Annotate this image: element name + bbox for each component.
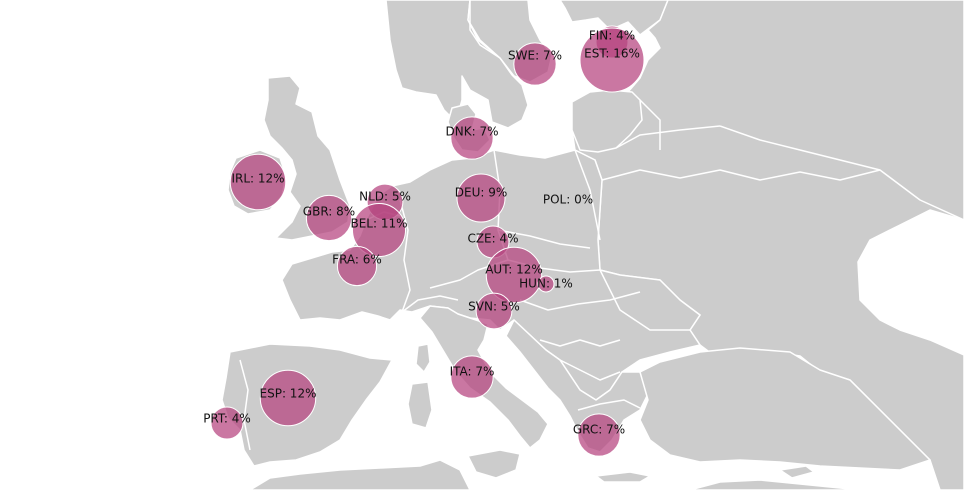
border-france-switzerland xyxy=(401,295,459,313)
label-fra: FRA: 6% xyxy=(332,253,382,267)
bubble-hun[interactable] xyxy=(537,275,555,293)
border-norway-sweden xyxy=(469,0,501,59)
bubble-bel[interactable] xyxy=(351,202,407,258)
bubble-aut[interactable] xyxy=(485,246,543,304)
label-grc: GRC: 7% xyxy=(573,423,625,437)
bubble-irl[interactable] xyxy=(229,153,287,211)
border-poland-east xyxy=(574,149,601,241)
bubble-ita[interactable] xyxy=(450,355,494,399)
label-ita: ITA: 7% xyxy=(450,365,495,379)
label-dnk: DNK: 7% xyxy=(446,125,499,139)
label-aut: AUT: 12% xyxy=(485,263,543,277)
land-finland xyxy=(559,0,669,36)
border-spain-france xyxy=(309,335,393,361)
land-balkans xyxy=(505,319,651,453)
bubble-prt[interactable] xyxy=(210,406,244,440)
bubble-layer xyxy=(210,25,645,457)
label-hun: HUN: 1% xyxy=(519,277,573,291)
bubble-dnk[interactable] xyxy=(450,116,494,160)
land-north-africa-east xyxy=(689,479,861,490)
label-esp: ESP: 12% xyxy=(260,387,317,401)
land-turkey xyxy=(639,347,931,471)
label-cze: CZE: 4% xyxy=(467,232,518,246)
label-nld: NLD: 5% xyxy=(359,190,411,204)
land-cyprus xyxy=(779,465,815,479)
border-baltic-russia xyxy=(639,99,661,150)
label-pol: POL: 0% xyxy=(543,193,593,207)
border-romania xyxy=(599,269,690,331)
label-fin: FIN: 4% xyxy=(589,29,635,43)
label-irl: IRL: 12% xyxy=(231,172,284,186)
land-crete xyxy=(595,471,651,483)
land-corsica xyxy=(415,343,431,373)
label-gbr: GBR: 8% xyxy=(303,205,355,219)
label-layer: FIN: 4% EST: 16% SWE: 7% DNK: 7% IRL: 12% NLD… xyxy=(203,29,640,437)
bubble-svn[interactable] xyxy=(475,292,513,330)
label-svn: SVN: 5% xyxy=(468,300,520,314)
land-sardinia xyxy=(407,381,433,429)
border-russia-ukraine xyxy=(719,125,964,221)
land-north-africa xyxy=(249,459,471,490)
label-prt: PRT: 4% xyxy=(203,412,251,426)
label-bel: BEL: 11% xyxy=(350,217,407,231)
bubble-deu[interactable] xyxy=(456,173,506,223)
border-france-germany xyxy=(399,199,411,313)
border-balkan-1 xyxy=(539,339,621,347)
bubble-gbr[interactable] xyxy=(305,194,353,242)
label-swe: SWE: 7% xyxy=(508,49,562,63)
bubble-est[interactable] xyxy=(579,27,645,93)
bubble-swe[interactable] xyxy=(513,42,557,86)
border-czech xyxy=(497,229,591,249)
bubble-fra[interactable] xyxy=(336,245,378,287)
label-est: EST: 16% xyxy=(584,47,640,61)
border-greece xyxy=(577,399,641,411)
land-sicily xyxy=(467,449,521,479)
label-deu: DEU: 9% xyxy=(455,186,508,200)
border-ukraine xyxy=(601,169,881,181)
border-spain-portugal xyxy=(239,359,251,451)
bubble-esp[interactable] xyxy=(259,369,317,427)
border-hungary-south xyxy=(519,291,641,311)
border-balkan-2 xyxy=(559,359,621,381)
border-caucasus xyxy=(857,261,964,331)
bubble-grc[interactable] xyxy=(577,413,621,457)
